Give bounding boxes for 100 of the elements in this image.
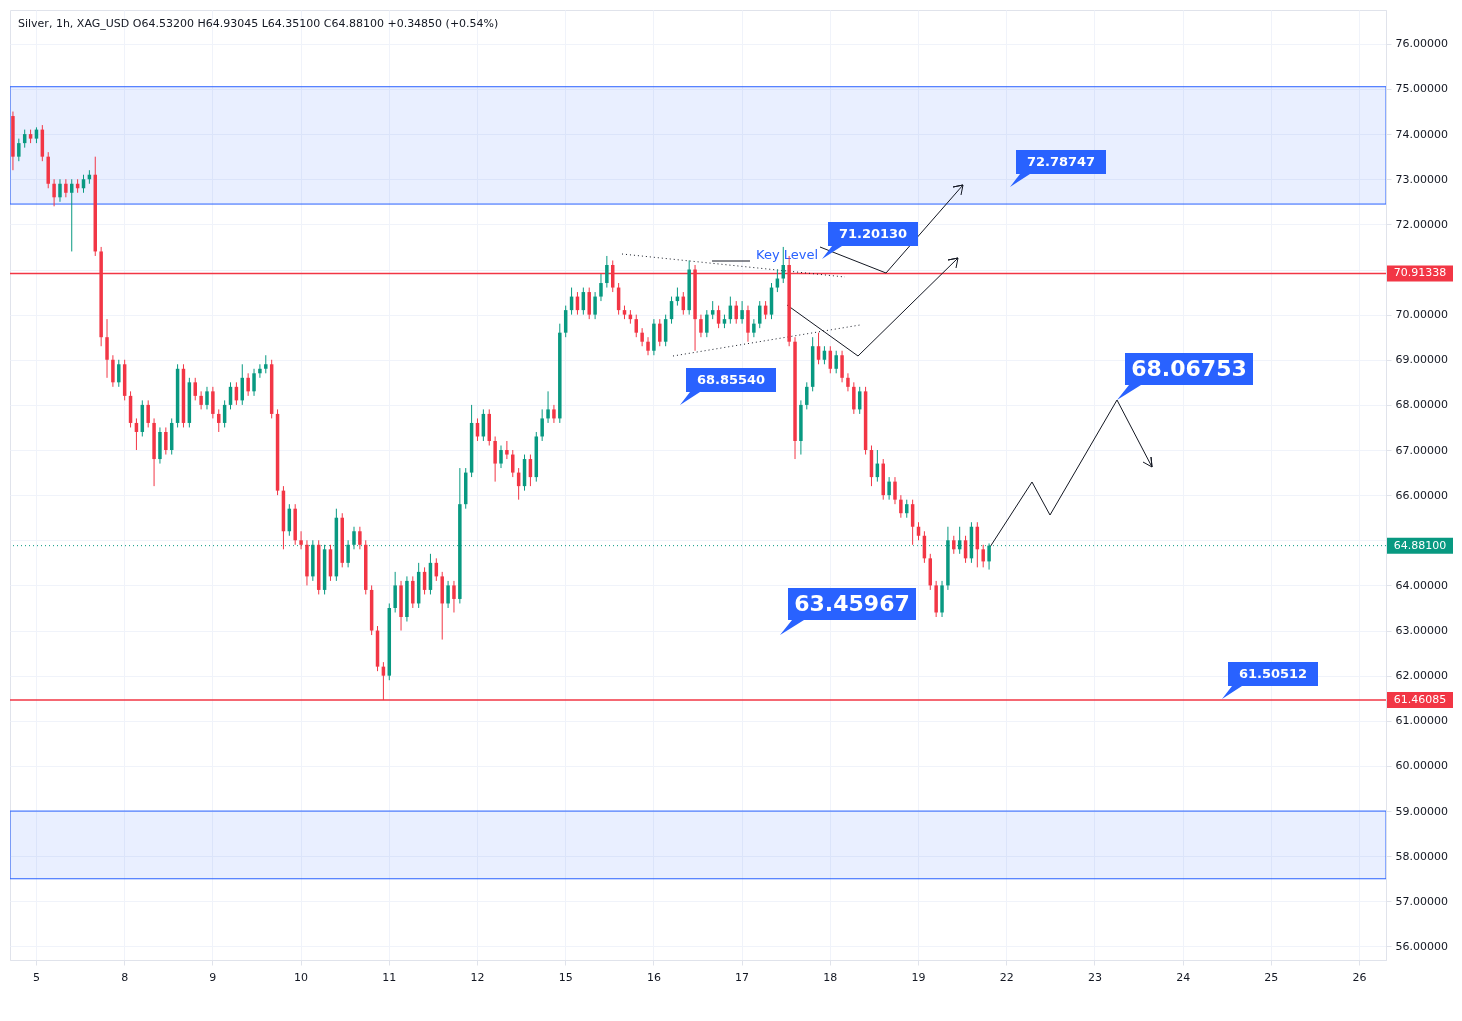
candlestick — [258, 363, 262, 379]
y-tick-label: 56.00000 — [1395, 939, 1448, 953]
y-tick-label: 58.00000 — [1395, 849, 1448, 863]
candlestick — [893, 476, 897, 505]
candlestick — [846, 372, 850, 392]
candlestick — [752, 318, 756, 338]
candlestick — [17, 138, 21, 162]
candlestick — [840, 350, 844, 383]
candlestick — [899, 494, 903, 519]
candlestick — [246, 372, 250, 397]
candlestick — [58, 178, 62, 203]
x-tick-label: 17 — [735, 970, 750, 984]
candlestick — [987, 542, 991, 571]
x-tick-label: 15 — [558, 970, 573, 984]
candlestick — [146, 399, 150, 428]
candlestick — [299, 530, 303, 550]
x-tick-label: 22 — [999, 970, 1014, 984]
candlestick — [587, 287, 591, 320]
candlestick — [411, 575, 415, 609]
x-tick-label: 11 — [382, 970, 397, 984]
annotation: 61.50512 — [1238, 666, 1308, 681]
candlestick — [593, 291, 597, 320]
candlestick — [852, 381, 856, 415]
y-tick-label: 66.00000 — [1395, 488, 1448, 502]
candlestick — [264, 354, 268, 374]
candlestick — [546, 390, 550, 424]
y-tick-label: 74.00000 — [1395, 127, 1448, 141]
candlestick — [164, 426, 168, 456]
candlestick — [117, 359, 121, 388]
candlestick — [393, 571, 397, 613]
x-tick-label: 25 — [1264, 970, 1279, 984]
annotation: 68.85540 — [696, 372, 766, 387]
x-tick-label: 23 — [1087, 970, 1102, 984]
candlestick — [193, 377, 197, 401]
candlestick — [740, 300, 744, 325]
candlestick — [646, 336, 650, 356]
candlestick — [805, 381, 809, 410]
candlestick — [105, 318, 109, 379]
candlestick — [887, 476, 891, 501]
y-tick-label: 59.00000 — [1395, 804, 1448, 818]
y-tick-label: 76.00000 — [1395, 37, 1448, 51]
candlestick — [52, 178, 56, 207]
x-tick-label: 9 — [209, 970, 217, 984]
x-tick-label: 8 — [121, 970, 129, 984]
y-tick-label: 68.00000 — [1395, 398, 1448, 412]
x-tick-label: 16 — [646, 970, 661, 984]
annotation: Key Level — [756, 247, 819, 262]
candlestick — [699, 314, 703, 338]
y-tick-label: 70.00000 — [1395, 308, 1448, 322]
x-tick-label: 12 — [470, 970, 485, 984]
x-tick-label: 10 — [294, 970, 309, 984]
y-tick-label: 64.00000 — [1395, 578, 1448, 592]
candlestick — [658, 318, 662, 347]
candlestick — [705, 309, 709, 338]
candlestick — [734, 300, 738, 325]
y-tick-label: 61.00000 — [1395, 714, 1448, 728]
x-tick-label: 26 — [1352, 970, 1367, 984]
candlestick — [599, 273, 603, 302]
candlestick — [905, 499, 909, 519]
y-tick-label: 60.00000 — [1395, 759, 1448, 773]
x-tick-label: 18 — [823, 970, 838, 984]
candlestick — [952, 535, 956, 555]
candlestick — [199, 390, 203, 410]
candlestick — [746, 305, 750, 343]
candlestick — [205, 386, 209, 410]
y-tick-label: 75.00000 — [1395, 82, 1448, 96]
candlestick — [217, 408, 221, 433]
y-tick-label: 63.00000 — [1395, 624, 1448, 638]
candlestick — [505, 440, 509, 460]
candlestick — [640, 327, 644, 347]
x-tick-label: 5 — [32, 970, 40, 984]
candlestick — [452, 580, 456, 613]
candlestick — [511, 449, 515, 478]
candlestick — [352, 526, 356, 550]
ref-line-label: 61.46085 — [1393, 693, 1447, 707]
annotation: 63.45967 — [794, 591, 910, 616]
y-tick-label: 57.00000 — [1395, 894, 1448, 908]
annotation: 68.06753 — [1131, 356, 1247, 381]
y-tick-label: 72.00000 — [1395, 217, 1448, 231]
candlestick — [493, 435, 497, 483]
text: Silver, 1h, XAG_USD O64.53200 H64.93045 L64.35100 C64.88100 +0.34850 (+0.54%) — [18, 17, 499, 30]
y-tick-label: 67.00000 — [1395, 443, 1448, 457]
annotation: 71.20130 — [838, 226, 908, 241]
x-tick-label: 19 — [911, 970, 926, 984]
x-tick-label: 24 — [1176, 970, 1191, 984]
candlestick — [710, 300, 715, 320]
annotation: 72.78747 — [1026, 154, 1096, 169]
candlestick — [111, 354, 115, 388]
y-tick-label: 73.00000 — [1395, 172, 1448, 186]
candlestick — [981, 544, 985, 568]
candlestick — [499, 445, 503, 469]
y-tick-label: 62.00000 — [1395, 669, 1448, 683]
ref-line-label: 64.88100 — [1393, 538, 1447, 552]
candlestick — [552, 404, 556, 424]
candlestick — [540, 408, 544, 442]
candlestick — [64, 178, 68, 198]
y-tick-label: 69.00000 — [1395, 353, 1448, 367]
candlestick — [211, 386, 215, 419]
candlestick — [358, 526, 362, 550]
ref-line-label: 70.91338 — [1393, 266, 1447, 280]
